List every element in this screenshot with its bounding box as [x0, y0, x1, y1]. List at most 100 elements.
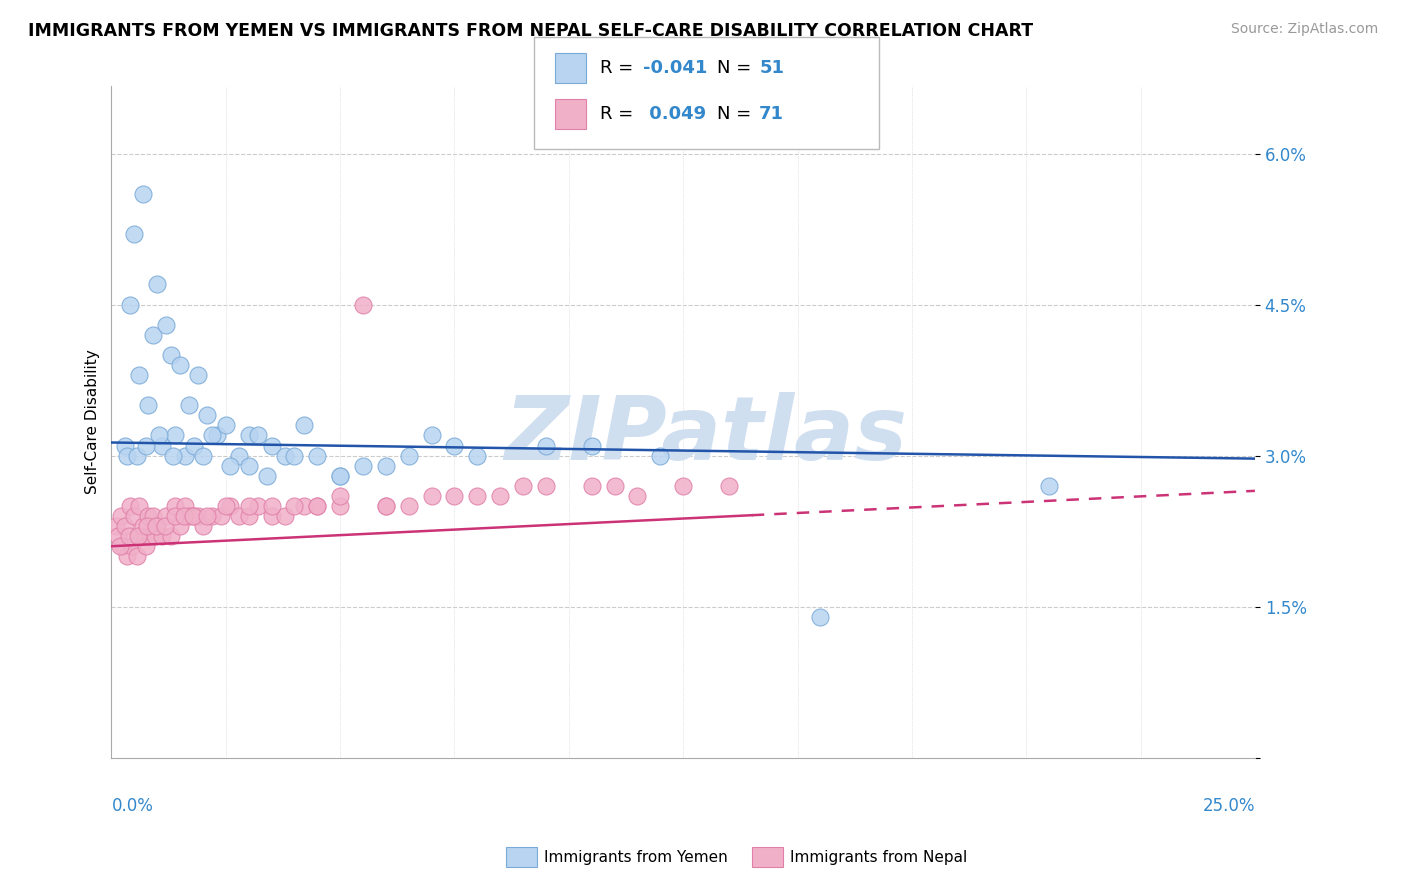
Point [110, 508, 132, 523]
Point [139, 529, 162, 543]
Point [135, 438, 157, 452]
Text: ZIPatlas: ZIPatlas [505, 392, 907, 479]
Point [581, 479, 603, 493]
Point [118, 529, 141, 543]
Point [512, 479, 534, 493]
Text: IMMIGRANTS FROM YEMEN VS IMMIGRANTS FROM NEPAL SELF-CARE DISABILITY CORRELATION : IMMIGRANTS FROM YEMEN VS IMMIGRANTS FROM… [28, 22, 1033, 40]
Point [260, 499, 283, 513]
Point [201, 508, 224, 523]
Point [136, 519, 159, 533]
Point [215, 499, 238, 513]
Point [307, 499, 329, 513]
Point [283, 499, 305, 513]
Point [136, 398, 159, 412]
Point [197, 409, 219, 423]
Point [374, 499, 396, 513]
Point [534, 438, 557, 452]
Point [150, 529, 173, 543]
Point [352, 297, 374, 311]
Point [292, 499, 315, 513]
Point [329, 489, 352, 503]
Point [201, 428, 224, 442]
Point [238, 428, 260, 442]
Point [146, 519, 169, 533]
Point [169, 358, 191, 372]
Point [534, 479, 557, 493]
Text: R =: R = [600, 59, 640, 77]
Point [129, 529, 152, 543]
Point [489, 489, 512, 503]
Point [228, 449, 250, 463]
Point [136, 508, 159, 523]
Point [128, 368, 150, 382]
Point [165, 499, 187, 513]
Point [465, 489, 488, 503]
Text: N =: N = [717, 59, 756, 77]
Point [398, 499, 420, 513]
Point [672, 479, 695, 493]
Point [114, 519, 136, 533]
Point [650, 449, 672, 463]
Point [135, 539, 157, 553]
Text: 51: 51 [759, 59, 785, 77]
Point [465, 449, 488, 463]
Y-axis label: Self-Care Disability: Self-Care Disability [86, 350, 100, 494]
Point [142, 508, 165, 523]
Point [145, 519, 167, 533]
Point [142, 327, 165, 342]
Point [443, 489, 465, 503]
Point [124, 508, 146, 523]
Point [187, 508, 209, 523]
Point [219, 499, 242, 513]
Point [181, 508, 204, 523]
Point [374, 499, 396, 513]
Point [104, 519, 127, 533]
Point [260, 438, 283, 452]
Point [292, 418, 315, 433]
Point [398, 449, 420, 463]
Point [169, 519, 191, 533]
Point [626, 489, 648, 503]
Point [209, 508, 232, 523]
Point [148, 428, 170, 442]
Point [117, 549, 139, 564]
Point [329, 499, 352, 513]
Point [238, 499, 260, 513]
Text: -0.041: -0.041 [643, 59, 707, 77]
Point [163, 508, 186, 523]
Point [179, 398, 201, 412]
Point [352, 458, 374, 473]
Point [183, 508, 205, 523]
Point [256, 468, 278, 483]
Point [238, 458, 260, 473]
Text: 0.049: 0.049 [643, 105, 706, 123]
Point [238, 508, 260, 523]
Point [283, 449, 305, 463]
Point [307, 449, 329, 463]
Point [125, 449, 148, 463]
Text: Immigrants from Yemen: Immigrants from Yemen [544, 850, 728, 864]
Point [165, 428, 187, 442]
Point [150, 438, 173, 452]
Point [329, 468, 352, 483]
Text: 25.0%: 25.0% [1202, 797, 1256, 814]
Point [179, 508, 201, 523]
Point [1038, 479, 1060, 493]
Point [260, 508, 283, 523]
Point [132, 186, 155, 201]
Point [420, 428, 443, 442]
Point [155, 519, 177, 533]
Point [173, 499, 195, 513]
Point [160, 348, 183, 362]
Point [717, 479, 740, 493]
Point [143, 529, 166, 543]
Point [307, 499, 329, 513]
Point [117, 449, 139, 463]
Point [108, 539, 131, 553]
Point [107, 529, 129, 543]
Point [581, 438, 603, 452]
Point [205, 428, 228, 442]
Point [146, 277, 169, 292]
Point [173, 508, 195, 523]
Point [603, 479, 626, 493]
